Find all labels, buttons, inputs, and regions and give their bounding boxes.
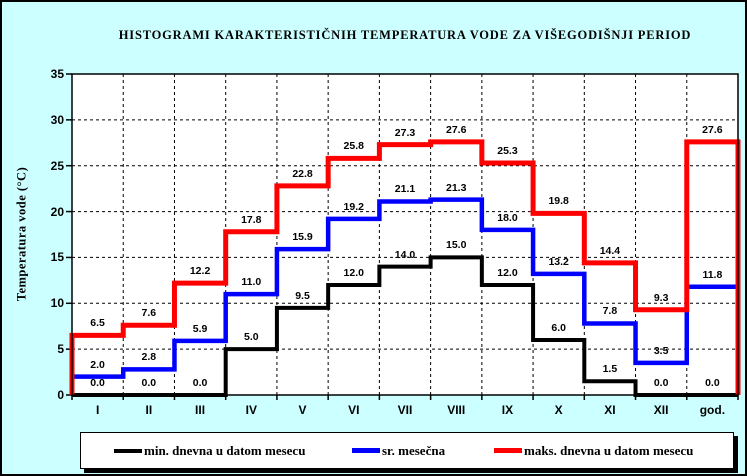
x-category-label: VII <box>397 403 413 417</box>
data-label-avg: 21.1 <box>394 183 416 196</box>
data-label-min: 12.0 <box>497 266 518 279</box>
legend-item-min: min. dnevna u datom mesecu <box>114 433 305 468</box>
data-label-max: 25.8 <box>343 140 364 153</box>
data-label-max: 17.8 <box>241 213 262 226</box>
x-category-label: god. <box>699 403 726 417</box>
x-category-label: IV <box>245 403 257 417</box>
data-label-avg: 13.2 <box>548 255 569 268</box>
data-label-min: 0.0 <box>141 377 157 389</box>
data-label-max: 9.3 <box>653 291 669 304</box>
data-label-min: 0.0 <box>90 377 105 389</box>
data-label-avg: 2.0 <box>90 358 105 371</box>
x-category-label: XII <box>653 403 669 417</box>
legend-item-max: maks. dnevna u datom mesecu <box>494 433 693 468</box>
x-category-label: III <box>195 403 206 417</box>
data-label-max: 19.8 <box>548 195 569 208</box>
data-label-min: 15.0 <box>446 239 467 252</box>
y-tick-label: 25 <box>50 158 64 173</box>
data-label-max: 6.5 <box>90 317 105 330</box>
legend-line-sample-avg <box>352 448 380 453</box>
data-label-min: 12.0 <box>343 266 364 279</box>
data-label-avg: 15.9 <box>292 231 313 244</box>
chart-title: HISTOGRAMI KARAKTERISTIČNIH TEMPERATURA … <box>118 28 692 42</box>
y-tick-label: 5 <box>57 342 64 357</box>
data-label-avg: 19.2 <box>343 200 364 213</box>
data-label-avg: 5.9 <box>192 322 208 335</box>
y-tick-label: 0 <box>57 388 64 402</box>
data-label-avg: 18.0 <box>497 211 518 224</box>
series-line-max <box>69 139 741 395</box>
data-label-min: 9.5 <box>295 289 310 302</box>
data-label-min: 6.0 <box>551 321 566 334</box>
x-category-label: II <box>145 403 153 417</box>
data-label-max: 27.6 <box>446 123 467 136</box>
legend-line-sample-min <box>114 448 142 453</box>
data-label-max: 14.4 <box>599 244 621 257</box>
data-label-min: 5.0 <box>243 331 259 344</box>
data-label-avg: 11.8 <box>702 268 723 281</box>
plot-border <box>71 73 739 396</box>
data-label-max: 22.8 <box>292 167 313 180</box>
legend: min. dnevna u datom mesecu sr. mesečna m… <box>80 432 734 469</box>
x-category-label: V <box>298 403 307 417</box>
data-label-avg: 11.0 <box>241 276 262 289</box>
data-label-min: 14.0 <box>394 248 416 261</box>
y-tick-label: 10 <box>50 296 64 311</box>
data-label-max: 7.6 <box>141 307 157 320</box>
x-category-label: VIII <box>447 403 466 417</box>
data-label-avg: 2.8 <box>141 351 157 364</box>
series-line-min <box>72 255 738 397</box>
data-label-max: 27.6 <box>702 123 723 136</box>
data-label-max: 25.3 <box>497 144 518 157</box>
data-label-avg: 3.5 <box>653 344 669 357</box>
data-label-min: 0.0 <box>705 377 720 389</box>
data-label-max: 12.2 <box>189 265 211 278</box>
data-label-avg: 21.3 <box>446 181 467 194</box>
legend-item-avg: sr. mesečna <box>352 433 445 468</box>
x-category-label: X <box>554 403 563 417</box>
series-line-avg <box>72 197 738 379</box>
data-label-max: 27.3 <box>394 126 416 139</box>
y-tick-label: 20 <box>50 204 64 219</box>
data-label-min: 0.0 <box>192 377 208 389</box>
legend-label-min: min. dnevna u datom mesecu <box>144 442 306 458</box>
legend-label-avg: sr. mesečna <box>382 442 446 458</box>
x-category-label: XI <box>604 403 616 417</box>
y-tick-label: 15 <box>50 250 64 265</box>
x-category-label: VI <box>348 403 360 417</box>
data-label-min: 0.0 <box>653 377 669 389</box>
legend-line-sample-max <box>494 448 522 453</box>
data-label-min: 1.5 <box>602 363 618 376</box>
x-category-label: I <box>95 403 100 417</box>
y-tick-label: 30 <box>50 112 64 127</box>
x-category-label: IX <box>501 403 514 417</box>
data-label-avg: 7.8 <box>602 305 618 318</box>
y-tick-label: 35 <box>50 67 64 81</box>
legend-label-max: maks. dnevna u datom mesecu <box>524 442 694 458</box>
